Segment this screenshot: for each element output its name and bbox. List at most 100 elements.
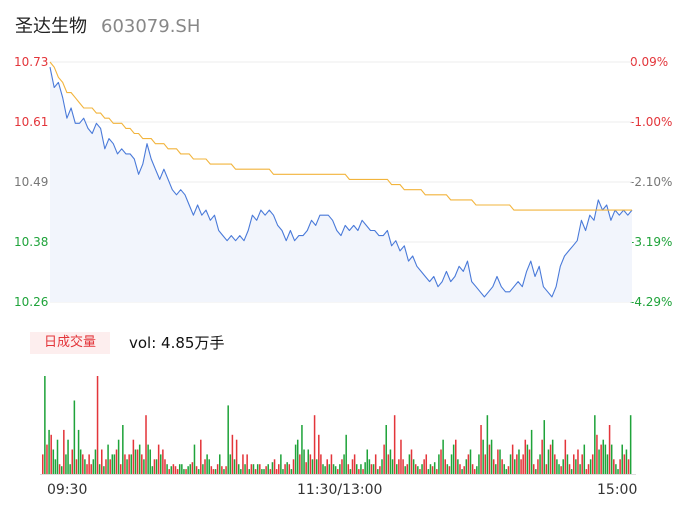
volume-bar	[587, 464, 590, 474]
volume-bar	[442, 439, 444, 474]
volume-bar	[471, 464, 474, 474]
volume-bar	[292, 459, 295, 474]
volume-bar	[252, 464, 255, 474]
volume-bar	[577, 449, 579, 474]
volume-bar	[558, 464, 560, 474]
volume-bar	[322, 464, 324, 474]
volume-bar	[615, 464, 617, 474]
volume-bar	[160, 454, 162, 474]
volume-tab[interactable]: 日成交量	[30, 332, 110, 354]
volume-bar	[73, 400, 76, 474]
volume-bar	[109, 459, 111, 474]
volume-bar	[282, 469, 284, 474]
volume-bar	[94, 449, 97, 474]
volume-bar	[514, 459, 516, 474]
volume-bar	[208, 459, 210, 474]
volume-bar	[535, 469, 537, 474]
volume-bar	[518, 449, 520, 474]
volume-bar	[117, 439, 120, 474]
volume-bar	[138, 444, 141, 474]
volume-bar	[242, 454, 244, 474]
volume-bar	[92, 459, 95, 474]
volume-bar	[229, 454, 232, 474]
volume-bar	[157, 444, 160, 474]
volume-bar	[103, 466, 105, 474]
volume-bar	[629, 415, 632, 474]
volume-bar	[596, 434, 598, 474]
volume-bar	[385, 425, 387, 474]
volume-bar	[425, 454, 428, 474]
volume-bar	[305, 462, 307, 474]
volume-bar	[402, 459, 404, 474]
volume-bar	[583, 444, 586, 474]
volume-bar	[286, 462, 288, 474]
volume-bar	[400, 439, 402, 474]
price-tick-left: 10.49	[14, 175, 49, 189]
volume-bar	[606, 454, 609, 474]
volume-bar	[233, 459, 236, 474]
volume-bar	[507, 466, 510, 474]
volume-bar	[581, 454, 583, 474]
volume-bar	[625, 449, 628, 474]
volume-bar	[562, 459, 564, 474]
volume-bar	[610, 444, 613, 474]
volume-bar	[221, 466, 223, 474]
volume-bar	[604, 444, 607, 474]
volume-bar	[602, 439, 605, 474]
volume-bar	[461, 469, 463, 474]
volume-bar	[450, 454, 453, 474]
volume-bar	[200, 439, 202, 474]
volume-bar	[71, 449, 74, 474]
volume-bar	[185, 469, 187, 474]
volume-bar	[275, 469, 278, 474]
volume-bar	[172, 464, 175, 474]
volume-bar	[237, 464, 240, 474]
volume-bar	[326, 459, 328, 474]
volume-bar	[107, 444, 109, 474]
volume-bar	[216, 464, 219, 474]
volume-bar	[600, 444, 602, 474]
volume-bar	[554, 454, 556, 474]
volume-bar	[526, 444, 529, 474]
volume-bar	[278, 464, 280, 474]
volume-bar	[520, 459, 522, 474]
volume-bar	[617, 469, 619, 474]
volume-bar	[320, 454, 322, 474]
volume-bar	[438, 454, 440, 474]
volume-bar	[113, 454, 116, 474]
volume-bar	[465, 459, 468, 474]
volume-bar	[223, 469, 225, 474]
volume-bar	[467, 454, 470, 474]
volume-bar	[84, 459, 86, 474]
volume-bar	[556, 459, 558, 474]
volume-bar	[189, 464, 192, 474]
volume-bar	[79, 449, 82, 474]
volume-bar	[406, 464, 409, 474]
volume-bar	[488, 444, 491, 474]
volume-bar	[524, 439, 527, 474]
volume-bar	[396, 464, 398, 474]
volume-bar	[541, 439, 543, 474]
volume-bar	[355, 464, 358, 474]
volume-bar	[96, 376, 99, 474]
volume-bar	[206, 454, 208, 474]
volume-bar	[362, 469, 364, 474]
volume-bar	[164, 459, 166, 474]
time-label-open: 09:30	[47, 482, 88, 498]
volume-bar	[143, 459, 145, 474]
volume-bar	[459, 464, 461, 474]
volume-bar	[225, 466, 227, 474]
volume-bar	[543, 420, 546, 474]
volume-bar	[573, 454, 575, 474]
volume-bar	[149, 449, 151, 474]
volume-bar	[408, 454, 411, 474]
price-area	[50, 67, 632, 302]
volume-bar	[410, 449, 413, 474]
volume-bar	[280, 454, 282, 474]
volume-bar	[516, 454, 518, 474]
volume-bar	[141, 454, 143, 474]
volume-bar	[495, 464, 497, 474]
volume-bar	[86, 464, 88, 474]
volume-bar	[372, 464, 375, 474]
volume-bar	[77, 429, 80, 474]
